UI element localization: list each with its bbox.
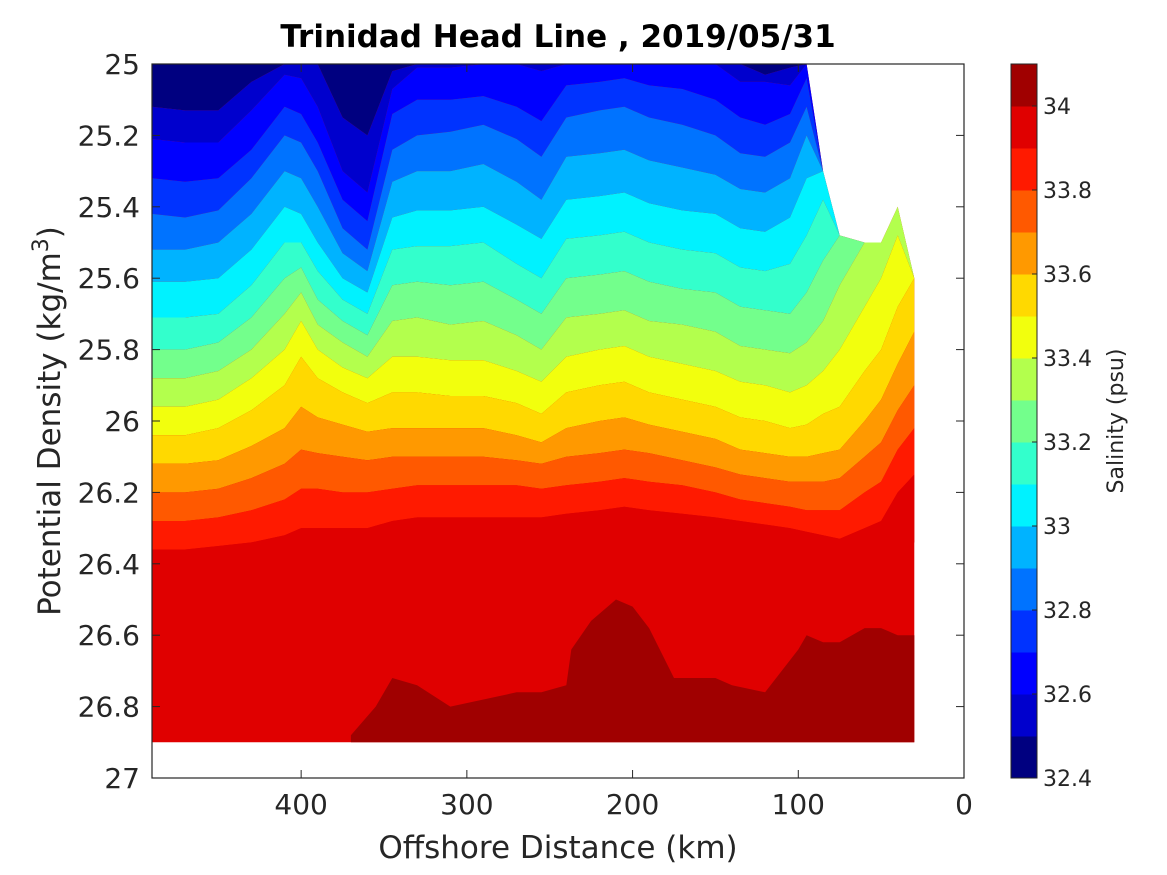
- y-tick-label: 25: [104, 48, 140, 81]
- band-salinity-33.1: [152, 171, 915, 318]
- band-salinity-33.7: [152, 331, 915, 493]
- colorbar-tick-label: 32.4: [1043, 767, 1092, 792]
- y-axis: 25 25.2 25.4 25.6 25.8 26 26.2 26.4 26.6 26.8 27: [78, 48, 964, 795]
- colorbar-swatch: [1011, 358, 1037, 401]
- band-salinity-32.7: [152, 64, 915, 279]
- colorbar-tick-label: 34: [1043, 95, 1071, 120]
- colorbar-swatch: [1011, 400, 1037, 443]
- y-tick-label: 25.2: [78, 119, 140, 152]
- colorbar-swatch: [1011, 610, 1037, 653]
- colorbar-tick-label: 33.6: [1043, 263, 1092, 288]
- x-axis: 400 300 200 100 0: [274, 64, 973, 821]
- colorbar-swatch: [1011, 442, 1037, 485]
- band-salinity-33.3: [152, 206, 915, 379]
- colorbar-tick-label: 33.2: [1043, 431, 1092, 456]
- x-tick-label: 200: [606, 788, 659, 821]
- y-tick-label: 25.6: [78, 262, 140, 295]
- band-salinity-32.9: [152, 106, 915, 279]
- colorbar-swatch: [1011, 652, 1037, 695]
- x-tick-label: 0: [955, 788, 973, 821]
- x-axis-label: Offshore Distance (km): [378, 830, 737, 866]
- colorbar-swatch: [1011, 190, 1037, 233]
- colorbar-swatch: [1011, 232, 1037, 275]
- band-salinity-33.2: [152, 199, 915, 350]
- colorbar-swatch: [1011, 106, 1037, 149]
- band-salinity-32.6: [152, 64, 915, 279]
- x-tick-label: 100: [772, 788, 825, 821]
- band-salinity-33.6: [152, 278, 915, 464]
- y-tick-label: 26.8: [78, 691, 140, 724]
- band-salinity-33.9: [152, 428, 915, 550]
- y-tick-label: 25.8: [78, 334, 140, 367]
- band-salinity-deep: [350, 599, 915, 743]
- x-tick-label: 300: [440, 788, 493, 821]
- band-salinity-33.0: [152, 135, 915, 293]
- y-axis-label-superscript: 3: [29, 238, 54, 252]
- colorbar-swatch: [1011, 274, 1037, 317]
- colorbar-tick-label: 32.8: [1043, 599, 1092, 624]
- salinity-bands: [152, 64, 915, 743]
- colorbar-swatch: [1011, 736, 1037, 779]
- colorbar-tick-label: 33: [1043, 515, 1071, 540]
- chart-title: Trinidad Head Line , 2019/05/31: [280, 19, 835, 55]
- colorbar-swatch: [1011, 484, 1037, 527]
- y-tick-label: 25.4: [78, 191, 140, 224]
- colorbar-label: Salinity (psu): [1104, 349, 1129, 494]
- colorbar-tick-label: 32.6: [1043, 683, 1092, 708]
- y-tick-label: 26.4: [78, 548, 140, 581]
- colorbar-swatch: [1011, 526, 1037, 569]
- band-salinity-33.8: [152, 385, 915, 521]
- colorbar-swatch: [1011, 64, 1037, 107]
- colorbar: 32.4 32.6 32.8 33 33.2 33.4 33.6 33.8 34: [1010, 63, 1092, 792]
- band-salinity-33.5: [152, 235, 915, 436]
- y-tick-label: 27: [104, 762, 140, 795]
- y-axis-label-main: Potential Density (kg/m: [32, 252, 68, 616]
- band-salinity-34.0: [152, 474, 915, 582]
- contour-fill-area: [152, 64, 964, 778]
- colorbar-swatch: [1011, 568, 1037, 611]
- y-tick-label: 26.2: [78, 476, 140, 509]
- y-tick-label: 26: [104, 405, 140, 438]
- x-tick-label: 400: [274, 788, 327, 821]
- y-axis-label: Potential Density (kg/m3): [29, 226, 68, 616]
- colorbar-frame: [1010, 63, 1038, 779]
- y-tick-label: 26.6: [78, 619, 140, 652]
- colorbar-tick-label: 33.8: [1043, 179, 1092, 204]
- colorbar-tick-label: 33.4: [1043, 347, 1092, 372]
- colorbar-swatch: [1011, 316, 1037, 359]
- band-salinity-32.8: [152, 78, 915, 279]
- band-salinity-32.5: [152, 64, 915, 279]
- colorbar-swatch: [1011, 148, 1037, 191]
- y-axis-label-close: ): [32, 226, 68, 238]
- colorbar-swatch: [1011, 694, 1037, 737]
- band-salinity-33.4: [152, 206, 915, 407]
